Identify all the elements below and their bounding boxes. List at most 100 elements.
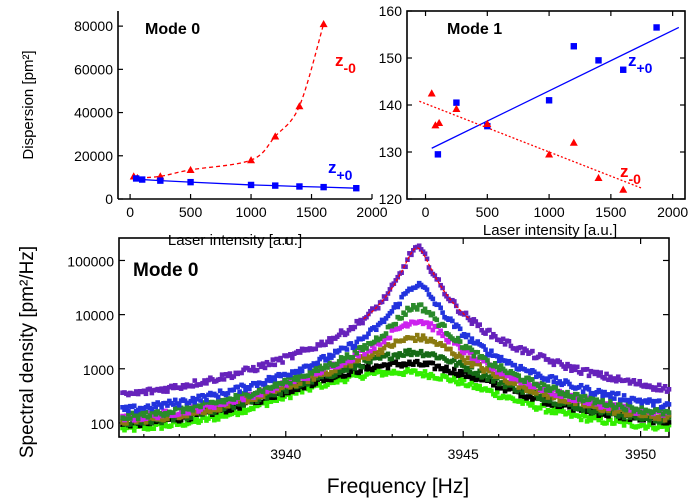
panelC-point-3 xyxy=(161,417,166,423)
panelC-point-5 xyxy=(270,384,276,390)
panelC-point-1 xyxy=(432,366,438,372)
panelC-point-7 xyxy=(571,364,576,369)
panelC-point-7 xyxy=(358,317,363,323)
panelC-point-0 xyxy=(471,385,477,391)
panelC-point-6 xyxy=(600,393,605,399)
panelC-point-4 xyxy=(403,321,408,326)
panelC-point-0 xyxy=(551,406,557,411)
panelC-point-6 xyxy=(163,400,168,406)
panelC-point-7 xyxy=(524,348,529,353)
panelC-point-6 xyxy=(512,362,518,368)
panelC-point-5 xyxy=(666,410,672,415)
panelC-point-2 xyxy=(389,356,395,361)
panelC-point-0 xyxy=(518,398,523,404)
panelC-point-6 xyxy=(496,358,502,364)
panelC-point-0 xyxy=(169,423,174,429)
panelC-point-1 xyxy=(502,388,508,394)
panelC-point-6 xyxy=(426,292,432,297)
panelC-point-7 xyxy=(143,391,149,397)
panelC-point-7 xyxy=(178,386,184,391)
panelC-ytick-label: 10000 xyxy=(75,308,114,324)
panelC-point-7 xyxy=(563,366,568,371)
panelC-point-5 xyxy=(409,307,414,312)
panelC-point-2 xyxy=(432,352,438,358)
panelC-point-0 xyxy=(229,411,235,417)
panelC-point-7 xyxy=(133,389,139,394)
panelC-point-6 xyxy=(321,353,326,359)
panelC-point-2 xyxy=(409,352,414,358)
panelC-point-3 xyxy=(516,385,522,390)
panelC-point-3 xyxy=(573,401,578,407)
panelC-point-7 xyxy=(200,380,205,386)
panelC-point-7 xyxy=(584,366,590,372)
panelC-point-0 xyxy=(582,413,588,419)
panelC-point-5 xyxy=(430,311,436,317)
panelC-point-6 xyxy=(241,383,246,389)
panelC-point-2 xyxy=(477,368,482,374)
panelC-point-0 xyxy=(430,373,436,379)
panelC-point-5 xyxy=(153,412,159,417)
panelC-point-1 xyxy=(411,362,416,367)
panelC-point-1 xyxy=(321,378,326,384)
panelC-point-5 xyxy=(545,384,551,389)
panelC-point-5 xyxy=(334,361,340,367)
panelC-fit-curve xyxy=(363,247,471,320)
panelC-point-7 xyxy=(163,385,168,391)
panelC-point-7 xyxy=(473,319,479,324)
panelA-point-1 xyxy=(296,183,303,190)
panelC-point-6 xyxy=(151,401,157,407)
panelC-point-1 xyxy=(414,358,420,364)
panelC-point-7 xyxy=(165,389,170,394)
panelC-point-0 xyxy=(334,379,340,385)
panelC-point-7 xyxy=(598,370,603,375)
panelC-point-4 xyxy=(387,335,393,341)
panelA-point-0 xyxy=(271,132,280,140)
panelC-point-6 xyxy=(467,339,473,345)
panelB-ytick-label: 140 xyxy=(379,97,403,113)
panelC-point-5 xyxy=(190,408,196,413)
panelC-point-6 xyxy=(165,403,170,408)
panelC-point-5 xyxy=(135,416,141,422)
panelC-point-3 xyxy=(543,390,549,396)
panel-spectral-density: Mode 0 Frequency [Hz] Spectral density [… xyxy=(17,237,672,498)
panelC-point-2 xyxy=(231,405,237,411)
panelC-point-5 xyxy=(254,390,260,395)
panelC-point-7 xyxy=(551,362,557,368)
panelC-point-0 xyxy=(477,383,482,389)
panelC-point-5 xyxy=(360,347,365,353)
panelC-point-7 xyxy=(272,362,278,368)
panelC-point-4 xyxy=(549,391,555,397)
panelC-point-3 xyxy=(656,416,662,422)
panelC-point-3 xyxy=(461,358,467,363)
panelC-point-5 xyxy=(342,356,348,361)
panelC-point-0 xyxy=(537,405,543,411)
panelC-point-6 xyxy=(235,384,240,390)
panelC-point-3 xyxy=(379,350,385,355)
panelC-point-0 xyxy=(194,417,200,422)
panelC-point-7 xyxy=(395,274,401,280)
panelC-point-3 xyxy=(524,388,529,394)
panelC-point-7 xyxy=(649,384,654,390)
panelC-point-0 xyxy=(493,393,498,399)
panelC-point-5 xyxy=(493,361,498,366)
panelC-point-3 xyxy=(225,404,231,409)
panelC-point-5 xyxy=(543,387,549,393)
panelC-point-4 xyxy=(508,376,514,382)
panelC-point-0 xyxy=(654,425,660,431)
panelC-point-7 xyxy=(463,310,469,316)
panelC-point-0 xyxy=(473,383,479,388)
panelC-point-2 xyxy=(368,359,373,365)
panelC-point-2 xyxy=(502,384,508,390)
panelC-point-3 xyxy=(448,346,453,352)
panelC-point-6 xyxy=(389,309,395,314)
panelC-point-2 xyxy=(656,420,662,425)
panelC-point-6 xyxy=(637,397,643,403)
panelC-point-5 xyxy=(457,339,463,344)
panelC-point-7 xyxy=(586,373,592,379)
panelC-point-3 xyxy=(666,412,672,418)
panelC-point-5 xyxy=(178,405,184,411)
panelC-point-0 xyxy=(438,377,443,382)
panelC-point-7 xyxy=(615,374,621,380)
panelC-point-0 xyxy=(389,371,395,376)
panelC-point-6 xyxy=(252,381,258,386)
